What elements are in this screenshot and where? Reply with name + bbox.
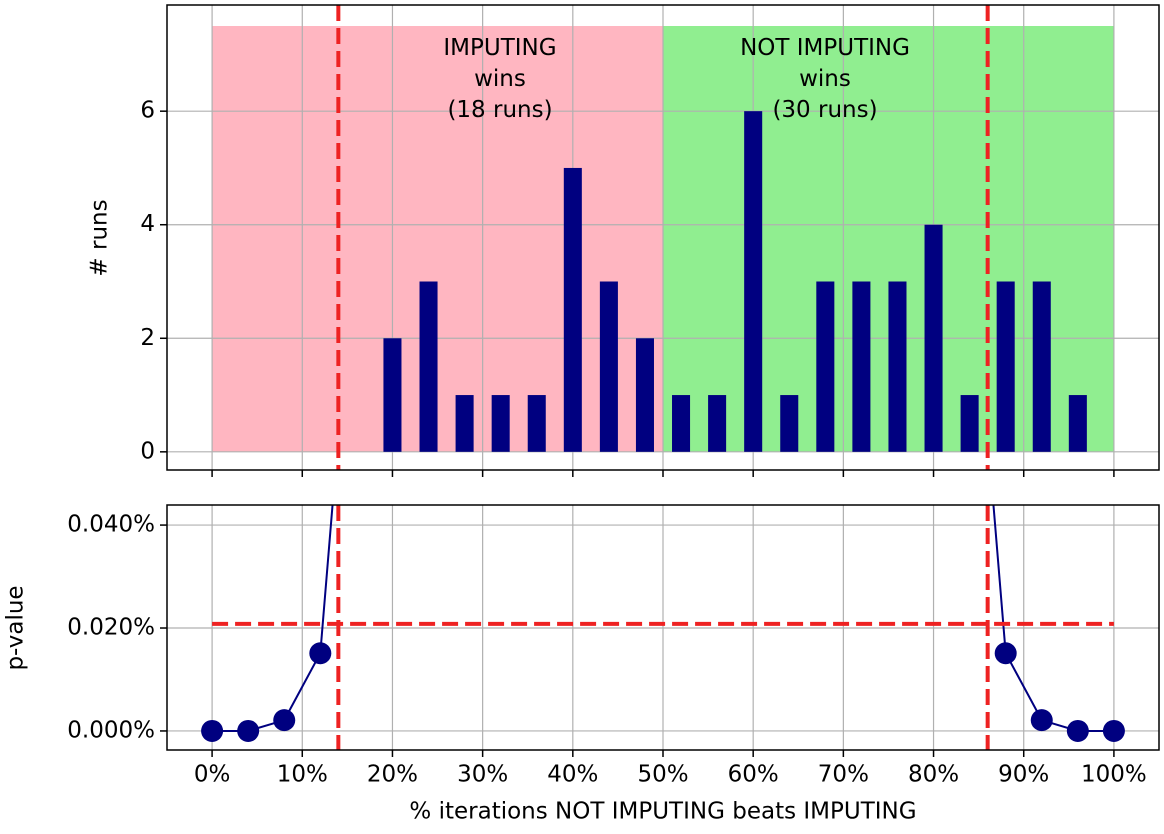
bar xyxy=(816,281,835,452)
y-tick-label: 6 xyxy=(140,98,155,124)
line xyxy=(212,505,1114,732)
point xyxy=(309,642,332,665)
bar xyxy=(780,395,799,452)
annotation-line: IMPUTING xyxy=(443,35,556,61)
y-axis-label: # runs xyxy=(87,199,113,276)
point xyxy=(1102,719,1125,742)
bar xyxy=(996,281,1015,452)
x-tick-label: 10% xyxy=(277,762,328,788)
annotation-line: (18 runs) xyxy=(447,97,552,123)
plot-area xyxy=(167,505,1159,750)
x-tick-label: 80% xyxy=(908,762,959,788)
x-tick-label: 100% xyxy=(1081,762,1147,788)
y-tick-label: 0.040% xyxy=(67,512,155,538)
x-tick-label: 30% xyxy=(457,762,508,788)
bar xyxy=(455,395,474,452)
bar xyxy=(960,395,979,452)
bar xyxy=(419,281,438,452)
bar xyxy=(708,395,727,452)
y-axis-label: p-value xyxy=(3,585,29,670)
y-tick-label: 4 xyxy=(140,211,155,237)
bar xyxy=(563,167,582,452)
bar xyxy=(1068,395,1087,452)
bar xyxy=(383,338,402,452)
x-tick-label: 20% xyxy=(367,762,418,788)
annotation-line: NOT IMPUTING xyxy=(740,35,910,61)
point xyxy=(994,642,1017,665)
point xyxy=(237,719,260,742)
plot-area xyxy=(167,5,1159,470)
bar xyxy=(888,281,907,452)
x-tick-label: 90% xyxy=(998,762,1049,788)
point xyxy=(1066,719,1089,742)
bar xyxy=(672,395,691,452)
x-tick-label: 0% xyxy=(194,762,231,788)
y-tick-label: 2 xyxy=(140,325,155,351)
axes-frame xyxy=(166,4,1160,471)
y-tick-label: 0 xyxy=(140,438,155,464)
bar xyxy=(599,281,618,452)
y-tick-label: 0.020% xyxy=(67,615,155,641)
bar xyxy=(635,338,654,452)
annotation-line: (30 runs) xyxy=(772,97,877,123)
bar xyxy=(744,111,763,452)
axes-frame xyxy=(166,504,1160,751)
annotation: IMPUTING wins (18 runs) xyxy=(443,35,556,123)
annotation-line: wins xyxy=(799,66,851,92)
bar xyxy=(924,224,943,452)
bar xyxy=(1032,281,1051,452)
point xyxy=(201,719,224,742)
point xyxy=(273,709,296,732)
bar xyxy=(527,395,546,452)
point xyxy=(1030,709,1053,732)
x-tick-label: 40% xyxy=(547,762,598,788)
y-tick-label: 0.000% xyxy=(67,717,155,743)
x-tick-label: 60% xyxy=(728,762,779,788)
annotation-line: wins xyxy=(474,66,526,92)
bar xyxy=(852,281,871,452)
x-tick-label: 50% xyxy=(637,762,688,788)
annotation: NOT IMPUTING wins (30 runs) xyxy=(740,35,910,123)
x-axis-label: % iterations NOT IMPUTING beats IMPUTING xyxy=(409,799,916,825)
x-tick-label: 70% xyxy=(818,762,869,788)
bar xyxy=(491,395,510,452)
